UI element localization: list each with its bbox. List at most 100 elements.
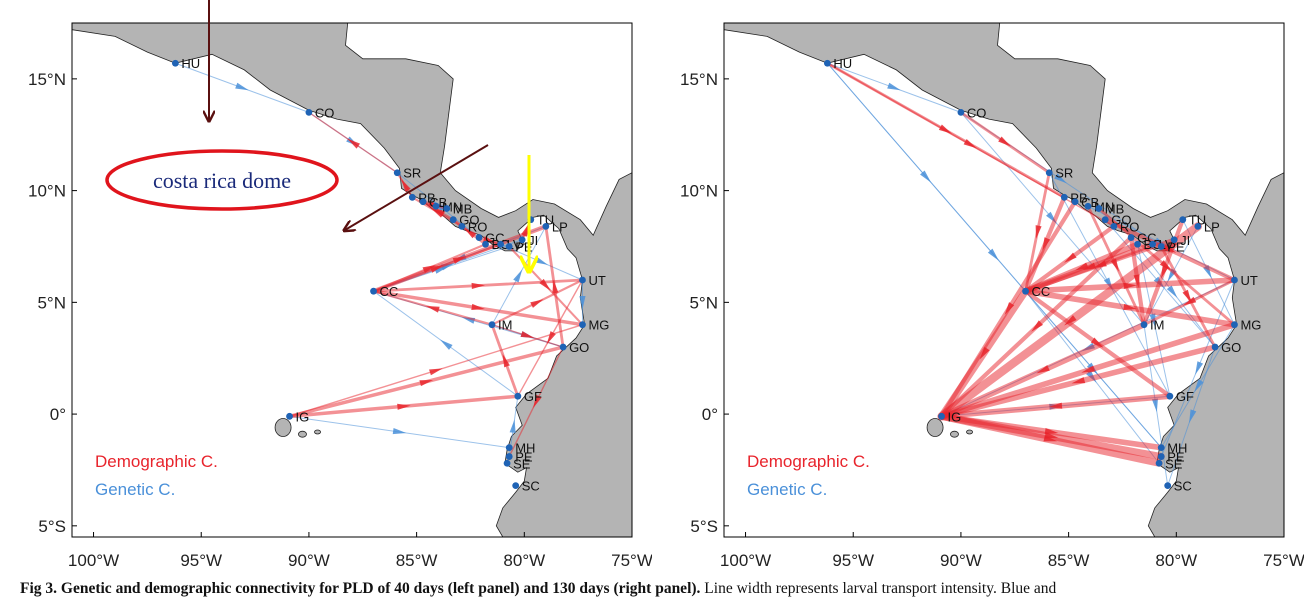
site-marker: [1179, 216, 1187, 224]
demographic-link-arrowhead: [1043, 435, 1058, 442]
site-marker: [171, 59, 179, 67]
site-label: SC: [522, 479, 540, 494]
site-marker: [1155, 459, 1163, 467]
left-map: HUCOSRPBCBMNMBGOROGCBCLVPEJITULPUTCCIMMG…: [28, 0, 653, 570]
demographic-link-arrowhead: [1048, 402, 1063, 409]
map-content: HUCOSRPBCBMNMBGOROGCBCLVPEJITULPUTCCIMMG…: [72, 23, 632, 537]
demographic-link-arrowhead: [1042, 237, 1051, 251]
galapagos-island: [314, 429, 321, 435]
lat-tick-label: 5°N: [689, 293, 718, 312]
site-marker: [514, 392, 522, 400]
demographic-link-arrowhead: [998, 136, 1011, 147]
figure-caption: Fig 3. Genetic and demographic connectiv…: [20, 580, 1300, 602]
site-marker: [1166, 392, 1174, 400]
site-marker: [559, 343, 567, 351]
site-marker: [497, 240, 505, 248]
site-label: LP: [1204, 219, 1220, 234]
site-label: IM: [498, 318, 512, 333]
site-marker: [542, 222, 550, 230]
site-marker: [1157, 444, 1165, 452]
site-label: MG: [1240, 318, 1261, 333]
site-label: GF: [524, 389, 542, 404]
site-marker: [1127, 234, 1135, 241]
site-label: CC: [1032, 284, 1051, 299]
site-label: RO: [468, 219, 488, 234]
genetic-link-arrowhead: [920, 170, 932, 183]
demographic-link-arrowhead: [463, 227, 477, 239]
site-label: SR: [403, 166, 421, 181]
lat-tick-label: 15°N: [680, 70, 718, 89]
galapagos-island: [926, 418, 944, 437]
legend-demographic: Demographic C.: [95, 452, 218, 471]
site-marker: [488, 321, 496, 329]
lon-tick-label: 90°W: [288, 551, 330, 570]
lat-tick-label: 10°N: [28, 182, 66, 201]
demographic-link-arrowhead: [530, 299, 544, 308]
lon-tick-label: 95°W: [832, 551, 874, 570]
demographic-link-arrowhead: [1182, 296, 1197, 306]
dome-label: costa rica dome: [153, 168, 291, 193]
site-marker: [1157, 453, 1165, 460]
site-label: JI: [528, 233, 538, 248]
site-marker: [1095, 205, 1103, 212]
site-label: CO: [315, 105, 335, 120]
site-marker: [1084, 202, 1092, 210]
demographic-link-arrowhead: [1004, 302, 1015, 315]
galapagos-island: [298, 430, 307, 438]
demographic-link-arrowhead: [1031, 320, 1043, 332]
site-marker: [449, 216, 457, 224]
site-marker: [408, 193, 416, 201]
site-marker: [1170, 236, 1178, 244]
demographic-link-arrowhead: [552, 279, 559, 294]
site-label: SC: [1174, 479, 1192, 494]
demographic-link-arrowhead: [426, 306, 440, 313]
lat-tick-label: 0°: [50, 405, 66, 424]
demographic-link-arrowhead: [1160, 265, 1169, 279]
lon-tick-label: 85°W: [396, 551, 438, 570]
site-marker: [305, 108, 313, 116]
demographic-link-arrowhead: [1133, 274, 1140, 289]
site-marker: [458, 222, 466, 230]
site-marker: [505, 243, 513, 250]
site-label: TU: [1189, 213, 1206, 228]
annotation-arrow-diagonal: [345, 144, 489, 230]
site-label: TU: [537, 213, 554, 228]
site-marker: [475, 234, 483, 241]
site-label: SR: [1055, 166, 1073, 181]
caption-label: Fig 3.: [20, 580, 58, 597]
site-label: IM: [1150, 318, 1164, 333]
genetic-link-arrowhead: [509, 419, 516, 434]
demographic-link-arrowhead: [1064, 252, 1077, 263]
site-marker: [1060, 193, 1068, 201]
demographic-link-arrowhead: [546, 331, 556, 345]
map-frame: [71, 22, 633, 538]
site-label: SE: [1165, 456, 1183, 471]
galapagos-island: [950, 430, 959, 438]
site-label: HU: [833, 56, 852, 71]
site-marker: [432, 202, 440, 210]
site-marker: [482, 240, 489, 248]
genetic-link-arrowhead: [392, 428, 407, 435]
demographic-link-arrowhead: [429, 368, 443, 376]
galapagos-island: [966, 429, 973, 435]
site-label: MB: [1105, 201, 1125, 216]
lat-tick-label: 5°N: [37, 293, 66, 312]
demographic-link-arrowhead: [963, 139, 977, 149]
site-label: CO: [967, 105, 987, 120]
genetic-link-arrowhead: [1151, 398, 1158, 413]
site-marker: [505, 453, 513, 460]
site-marker: [518, 236, 526, 244]
demographic-link-arrowhead: [1071, 377, 1086, 384]
demographic-link-arrowhead: [1081, 365, 1095, 373]
lat-tick-label: 10°N: [680, 182, 718, 201]
demographic-link-arrowhead: [401, 179, 411, 192]
demographic-link-arrowhead: [502, 353, 510, 368]
legend-genetic: Genetic C.: [747, 480, 827, 499]
site-marker: [370, 287, 377, 295]
site-label: PE: [515, 450, 533, 465]
site-label: SE: [513, 456, 531, 471]
site-label: LP: [552, 219, 568, 234]
map-content: HUCOSRPBCBMNMBGOROGCBCLVPEJITULPUTCCIMMG…: [724, 23, 1284, 537]
demographic-link-arrowhead: [1044, 428, 1059, 435]
site-label: MH: [1167, 441, 1187, 456]
